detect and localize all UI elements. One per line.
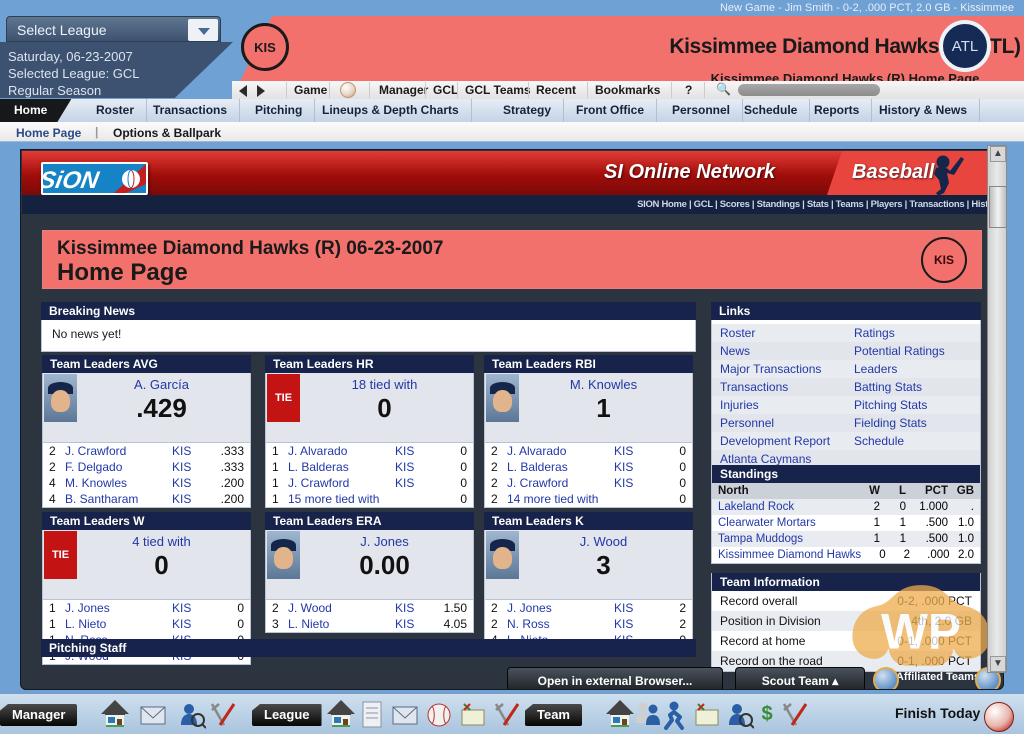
svg-text:WP: WP [881, 604, 961, 660]
svg-text:SiON: SiON [41, 167, 101, 194]
